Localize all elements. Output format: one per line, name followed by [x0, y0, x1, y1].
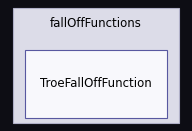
Text: fallOffFunctions: fallOffFunctions — [50, 17, 142, 30]
FancyBboxPatch shape — [25, 50, 167, 118]
Text: TroeFallOffFunction: TroeFallOffFunction — [40, 77, 152, 90]
FancyBboxPatch shape — [13, 8, 179, 123]
